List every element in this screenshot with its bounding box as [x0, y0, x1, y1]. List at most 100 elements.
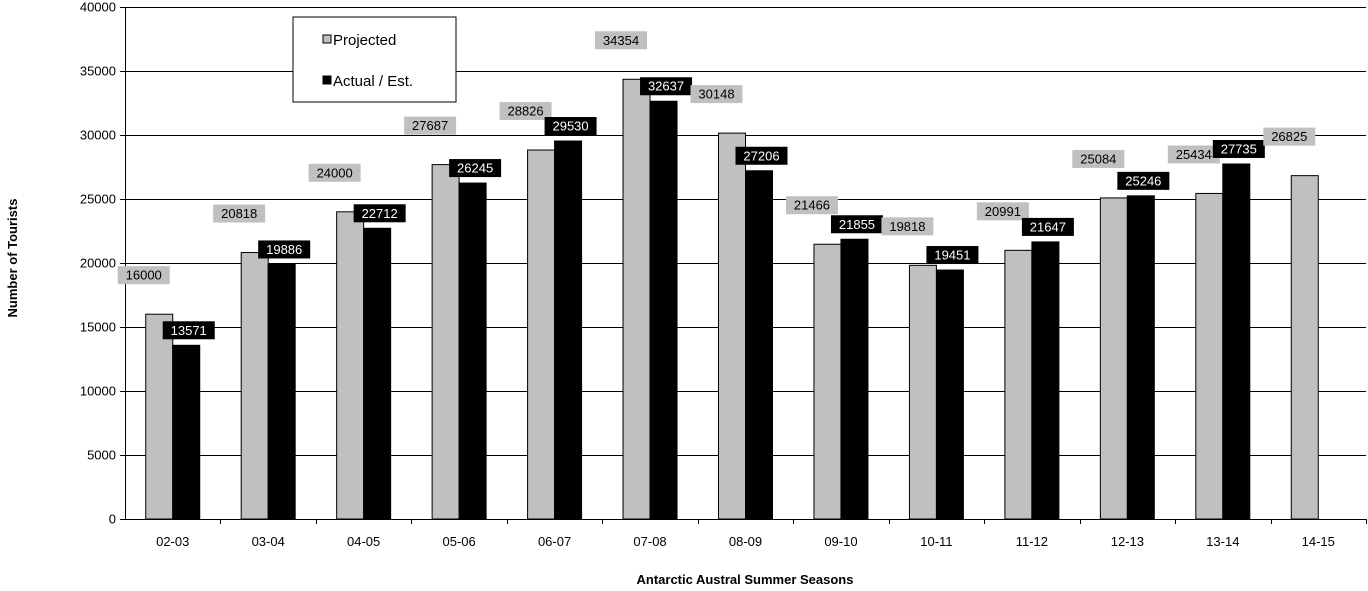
data-label-projected: 19818 — [889, 219, 925, 234]
data-label-actual: 29530 — [552, 119, 588, 134]
data-label-bg-actual — [1021, 217, 1074, 236]
data-label-projected: 26825 — [1271, 129, 1307, 144]
x-tick-label: 03-04 — [252, 534, 285, 549]
data-label-bg-projected — [213, 204, 266, 223]
bar-actual — [1031, 241, 1060, 520]
data-label-bg-actual — [544, 117, 597, 136]
data-label-projected: 27687 — [412, 118, 448, 133]
bar-actual — [363, 227, 392, 520]
data-label-projected: 30148 — [698, 87, 734, 102]
bar-actual — [458, 182, 487, 520]
data-label-projected: 21466 — [794, 198, 830, 213]
x-tick-label: 13-14 — [1206, 534, 1239, 549]
data-label-bg-projected — [1072, 149, 1125, 168]
legend-swatch-projected — [322, 34, 332, 44]
data-label-bg-actual — [449, 159, 502, 178]
bar-projected — [240, 252, 269, 520]
bar-actual — [745, 170, 773, 520]
bar-projected — [1290, 175, 1319, 520]
bar-actual — [1222, 163, 1251, 520]
data-label-bg-actual — [830, 215, 883, 234]
bar-actual — [935, 269, 964, 520]
bar-projected — [336, 211, 365, 520]
y-tick-label: 5000 — [87, 448, 116, 463]
y-tick-label: 40000 — [80, 0, 116, 15]
bar-actual — [554, 140, 583, 520]
legend-swatch-actual — [322, 75, 332, 85]
data-label-actual: 26245 — [457, 161, 493, 176]
x-tick-label: 02-03 — [156, 534, 189, 549]
axes: 0 5000 10000 15000 20000 25000 30000 35000 40000… — [80, 0, 1367, 549]
data-label-bg-projected — [308, 163, 361, 182]
data-label-bg-projected — [690, 85, 743, 104]
y-tick-label: 15000 — [80, 320, 116, 335]
bar-projected — [431, 164, 460, 520]
bar-actual — [840, 238, 869, 520]
data-label-bg-actual — [640, 77, 693, 96]
data-label-projected: 28826 — [507, 104, 543, 119]
bar-projected — [622, 78, 651, 520]
data-label-bg-projected — [976, 202, 1029, 221]
data-label-actual: 32637 — [648, 79, 684, 94]
y-tick-label: 25000 — [80, 192, 116, 207]
legend-box — [292, 16, 457, 103]
bar-projected — [1099, 197, 1128, 520]
data-label-projected: 20818 — [221, 206, 257, 221]
data-label-projected: 25084 — [1080, 151, 1116, 166]
x-tick-label: 11-12 — [1016, 534, 1048, 549]
data-labels: 16000 13571 20818 19886 24000 22712 27687 26245… — [117, 31, 1316, 340]
x-tick-label: 06-07 — [538, 534, 571, 549]
bar-projected — [527, 149, 556, 520]
x-tick-label: 07-08 — [633, 534, 666, 549]
data-label-actual: 19451 — [934, 248, 970, 263]
x-tick-label: 09-10 — [824, 534, 857, 549]
data-label-actual: 13571 — [171, 323, 207, 338]
data-label-bg-projected — [1263, 127, 1316, 146]
bar-actual — [267, 263, 296, 520]
data-label-projected: 20991 — [985, 204, 1021, 219]
data-label-bg-projected — [1167, 145, 1220, 164]
data-label-actual: 27735 — [1221, 141, 1257, 156]
bar-actual — [649, 100, 678, 520]
data-label-actual: 25246 — [1125, 173, 1161, 188]
data-label-bg-actual — [1117, 171, 1170, 190]
x-axis-title: Antarctic Austral Summer Seasons — [637, 572, 854, 587]
data-label-bg-projected — [499, 102, 552, 121]
legend: Projected Actual / Est. — [292, 16, 457, 103]
y-tick-label: 30000 — [80, 128, 116, 143]
data-label-bg-actual — [1212, 139, 1265, 158]
x-tick-label: 08-09 — [729, 534, 762, 549]
bars — [145, 78, 1319, 520]
data-label-actual: 21647 — [1030, 219, 1066, 234]
data-label-bg-actual — [926, 246, 979, 265]
data-label-bg-projected — [404, 116, 457, 135]
data-label-bg-projected — [117, 266, 170, 285]
y-tick-label: 35000 — [80, 64, 116, 79]
data-label-actual: 22712 — [362, 206, 398, 221]
data-label-actual: 21855 — [839, 217, 875, 232]
x-tick-label: 12-13 — [1111, 534, 1144, 549]
data-label-bg-actual — [735, 146, 788, 165]
bar-actual — [1126, 195, 1155, 520]
y-tick-label: 0 — [109, 512, 116, 527]
data-label-projected: 16000 — [126, 268, 162, 283]
data-label-projected: 34354 — [603, 33, 639, 48]
data-label-projected: 25434 — [1176, 147, 1212, 162]
bar-projected — [718, 132, 746, 520]
data-label-bg-actual — [162, 321, 215, 340]
data-label-bg-actual — [353, 204, 406, 223]
bar-actual — [172, 344, 201, 520]
data-label-projected: 24000 — [317, 165, 353, 180]
x-tick-label: 14-15 — [1302, 534, 1335, 549]
data-label-actual: 27206 — [743, 148, 779, 163]
bar-projected — [1004, 249, 1033, 520]
data-label-bg-projected — [785, 196, 838, 215]
data-label-actual: 19886 — [266, 242, 302, 257]
data-label-bg-actual — [258, 240, 311, 259]
bar-projected — [1195, 192, 1224, 520]
y-tick-label: 10000 — [80, 384, 116, 399]
legend-label-actual: Actual / Est. — [333, 73, 413, 90]
y-axis-title: Number of Tourists — [5, 199, 20, 318]
